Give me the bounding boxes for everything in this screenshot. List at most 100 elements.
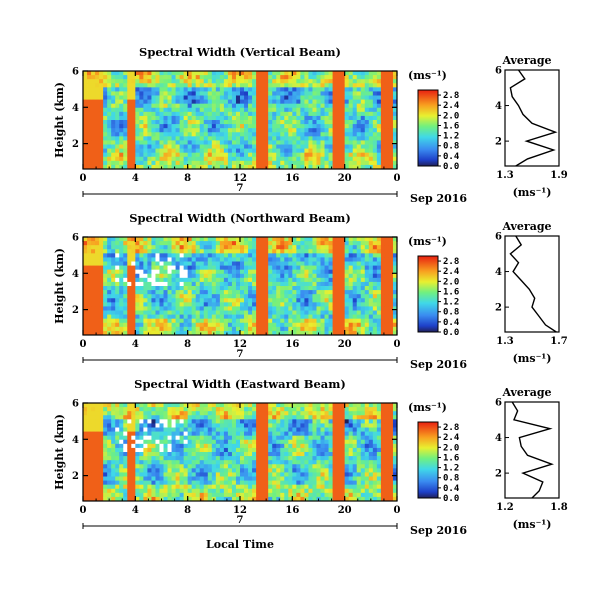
heatmap-cell — [231, 95, 237, 100]
heatmap-cell — [296, 156, 301, 162]
heatmap-cell — [340, 257, 346, 262]
heatmap-cell — [292, 87, 297, 92]
heatmap-cell — [380, 322, 386, 328]
heatmap-cell — [356, 148, 362, 154]
heatmap-cell — [131, 472, 136, 477]
heatmap-cell — [115, 257, 120, 262]
heatmap-cell — [191, 447, 197, 453]
heatmap-cell — [260, 144, 265, 149]
heatmap-cell — [280, 128, 285, 133]
heatmap-cell — [360, 111, 366, 117]
heatmap-cell — [256, 427, 261, 432]
heatmap-cell — [292, 79, 297, 84]
heatmap-cell — [304, 330, 309, 336]
heatmap-cell — [364, 281, 370, 287]
heatmap-cell — [235, 456, 241, 461]
heatmap-cell — [244, 115, 249, 121]
heatmap-cell — [123, 492, 128, 498]
heatmap-cell — [147, 273, 152, 279]
heatmap-cell — [308, 79, 313, 84]
heatmap-cell — [139, 124, 144, 129]
heatmap-cell — [135, 128, 140, 133]
heatmap-cell — [324, 290, 329, 295]
heatmap-cell — [163, 452, 168, 457]
heatmap-cell — [159, 107, 164, 113]
heatmap-cell — [300, 156, 305, 162]
heatmap-cell — [260, 261, 265, 266]
heatmap-cell — [107, 249, 112, 254]
heatmap-cell — [235, 107, 241, 113]
heatmap-cell — [276, 160, 281, 166]
heatmap-cell — [211, 415, 217, 420]
heatmap-cell — [368, 83, 374, 88]
heatmap-cell — [151, 443, 156, 449]
heatmap-cell — [352, 261, 358, 266]
heatmap-cell — [328, 91, 333, 96]
heatmap-cell — [288, 241, 293, 246]
heatmap-cell — [163, 431, 168, 437]
heatmap-cell — [163, 152, 168, 158]
heatmap-cell — [320, 290, 325, 295]
heatmap-cell — [268, 71, 273, 76]
heatmap-cell — [183, 460, 189, 465]
heatmap-cell — [187, 107, 193, 113]
average-x-tick-label: 1.3 — [496, 170, 513, 181]
heatmap-cell — [260, 107, 265, 113]
heatmap-cell — [340, 124, 346, 129]
heatmap-cell — [147, 318, 152, 324]
heatmap-cell — [171, 415, 176, 420]
heatmap-cell — [284, 152, 289, 158]
heatmap-cell — [304, 322, 309, 328]
heatmap-cell — [280, 277, 285, 283]
heatmap-cell — [340, 302, 346, 307]
heatmap-cell — [336, 79, 342, 84]
heatmap-cell — [256, 447, 261, 453]
heatmap-cell — [95, 403, 100, 408]
heatmap-cell — [244, 411, 249, 416]
heatmap-cell — [352, 103, 358, 109]
heatmap-cell — [372, 249, 378, 254]
heatmap-cell — [252, 443, 257, 449]
heatmap-cell — [135, 152, 140, 158]
heatmap-cell — [227, 456, 233, 461]
heatmap-cell — [219, 95, 225, 100]
y-axis: 246 — [72, 233, 397, 316]
heatmap-cell — [264, 156, 269, 162]
heatmap-cell — [368, 160, 374, 166]
heatmap-cell — [175, 87, 181, 92]
heatmap-cell — [227, 103, 233, 109]
heatmap-cell — [147, 298, 152, 303]
heatmap-cell — [264, 95, 269, 100]
heatmap-cell — [292, 83, 297, 88]
heatmap-cell — [240, 456, 245, 461]
heatmap-cell — [151, 290, 156, 295]
heatmap-cell — [199, 83, 205, 88]
heatmap-cell — [227, 99, 233, 105]
heatmap-cell — [352, 286, 358, 291]
heatmap-cell — [107, 87, 112, 92]
heatmap-cell — [95, 318, 100, 324]
heatmap-cell — [127, 484, 132, 490]
heatmap-cell — [91, 326, 96, 332]
heatmap-cell — [296, 261, 301, 266]
heatmap-cell — [372, 128, 378, 133]
date-line — [82, 191, 398, 197]
heatmap-cell — [119, 95, 124, 100]
heatmap-cell — [211, 322, 217, 328]
heatmap-cell — [199, 322, 205, 328]
heatmap-cell — [107, 314, 112, 320]
heatmap-cell — [392, 148, 398, 154]
heatmap-cell — [203, 269, 209, 275]
heatmap-cell — [91, 164, 96, 170]
heatmap-cell — [123, 322, 128, 328]
heatmap-cell — [191, 476, 197, 481]
heatmap-cell — [151, 484, 156, 490]
heatmap-cell — [147, 128, 152, 133]
heatmap-cell — [175, 107, 181, 113]
heatmap-cell — [123, 330, 128, 336]
heatmap-cell — [115, 120, 120, 125]
heatmap-cell — [312, 277, 317, 283]
heatmap-cell — [296, 128, 301, 133]
heatmap-cell — [231, 403, 237, 408]
heatmap-cell — [203, 423, 209, 428]
